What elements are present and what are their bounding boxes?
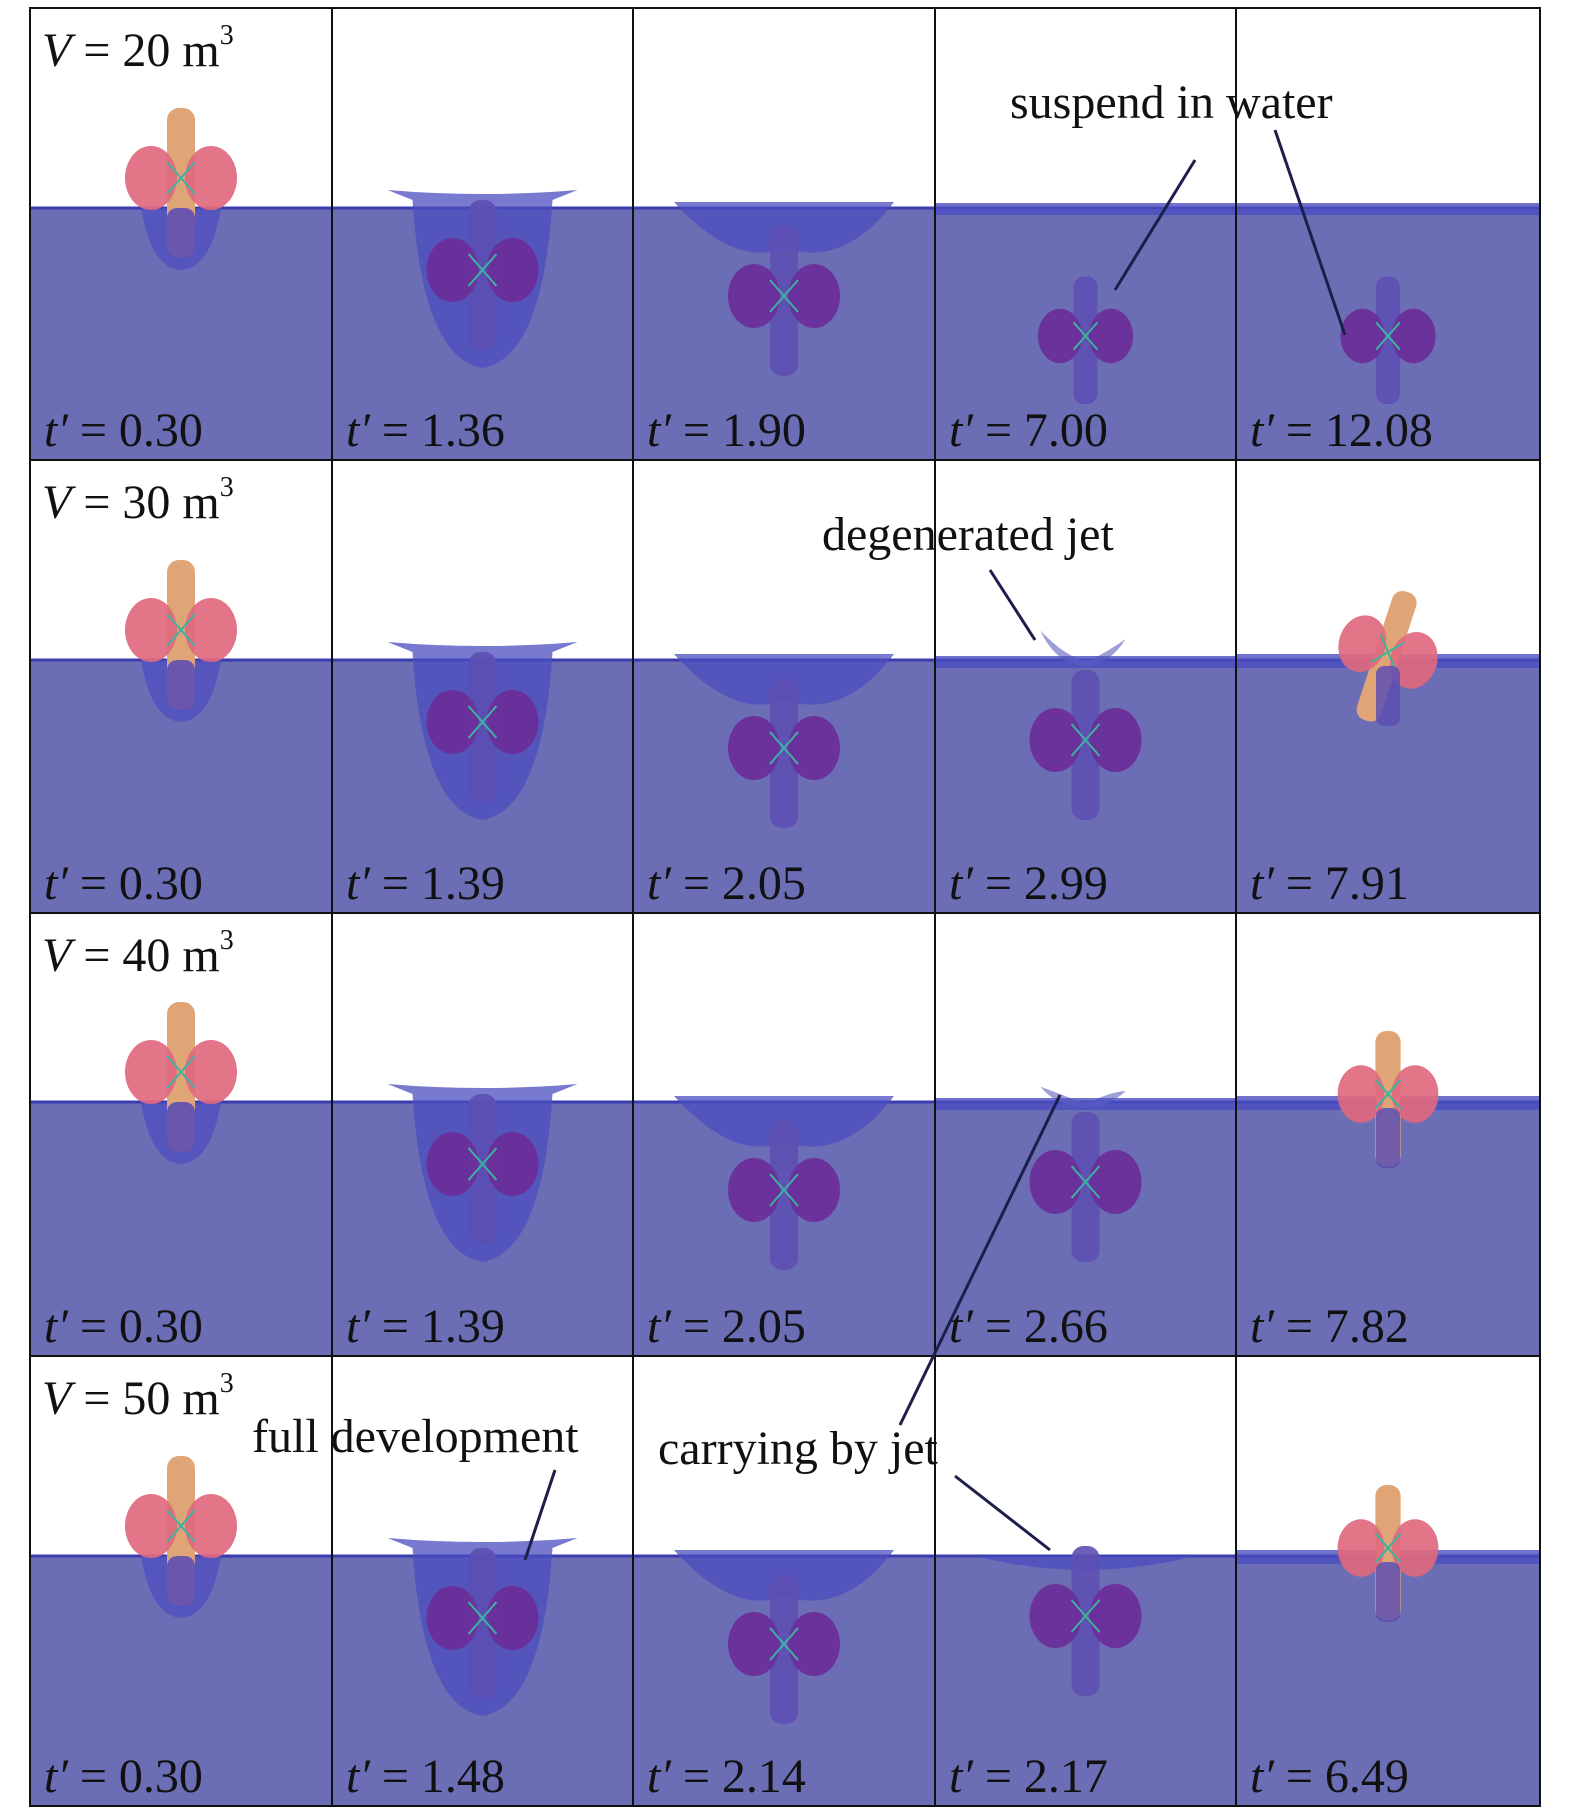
time-label: t′ = 0.30 [44, 404, 203, 457]
time-label: t′ = 6.49 [1250, 1750, 1409, 1803]
callout-line [954, 1474, 1051, 1552]
time-label: t′ = 1.36 [346, 404, 505, 457]
time-label: t′ = 2.14 [647, 1750, 806, 1803]
time-symbol: t′ [647, 1300, 672, 1353]
time-label: t′ = 0.30 [44, 1300, 203, 1353]
time-symbol: t′ [949, 404, 974, 457]
time-label: t′ = 7.82 [1250, 1300, 1409, 1353]
time-symbol: t′ [647, 857, 672, 910]
frame-r4-c3 [632, 1355, 936, 1807]
time-value: = 7.00 [973, 404, 1108, 457]
time-label: t′ = 1.48 [346, 1750, 505, 1803]
time-label: t′ = 1.39 [346, 1300, 505, 1353]
frame-r3-c4 [934, 912, 1237, 1357]
time-label: t′ = 1.90 [647, 404, 806, 457]
annotation-label: degenerated jet [822, 508, 1114, 561]
frame-r1-c1 [29, 7, 333, 461]
time-label: t′ = 7.00 [949, 404, 1108, 457]
time-label: t′ = 12.08 [1250, 404, 1433, 457]
frame-r3-c1 [29, 912, 333, 1357]
callout-line [1113, 159, 1197, 291]
time-symbol: t′ [44, 857, 69, 910]
time-symbol: t′ [1250, 1300, 1275, 1353]
time-value: = 2.14 [671, 1750, 806, 1803]
annotation-label: carrying by jet [658, 1422, 939, 1475]
time-label: t′ = 7.91 [1250, 857, 1409, 910]
frame-r2-c5 [1235, 459, 1541, 914]
time-label: t′ = 2.05 [647, 857, 806, 910]
time-symbol: t′ [346, 404, 371, 457]
time-symbol: t′ [1250, 1750, 1275, 1803]
callout-line [523, 1469, 557, 1561]
time-symbol: t′ [949, 1300, 974, 1353]
frame-r4-c1 [29, 1355, 333, 1807]
callout-line [1273, 129, 1347, 336]
time-value: = 2.66 [973, 1300, 1108, 1353]
callout-line [898, 1094, 1062, 1426]
time-value: = 1.90 [671, 404, 806, 457]
time-label: t′ = 0.30 [44, 1750, 203, 1803]
volume-label: V = 30 m3 [42, 472, 234, 529]
time-symbol: t′ [949, 1750, 974, 1803]
time-symbol: t′ [44, 404, 69, 457]
time-value: = 1.39 [370, 857, 505, 910]
frame-r2-c1 [29, 459, 333, 914]
annotation-label: full development [252, 1410, 579, 1463]
frame-r1-c5 [1235, 7, 1541, 461]
frame-r2-c4 [934, 459, 1237, 914]
time-symbol: t′ [1250, 404, 1275, 457]
time-value: = 7.91 [1274, 857, 1409, 910]
time-symbol: t′ [346, 1750, 371, 1803]
volume-label: V = 40 m3 [42, 925, 234, 982]
time-value: = 0.30 [68, 1750, 203, 1803]
frame-r1-c3 [632, 7, 936, 461]
time-symbol: t′ [1250, 857, 1275, 910]
frame-r1-c4 [934, 7, 1237, 461]
time-value: = 12.08 [1274, 404, 1433, 457]
time-symbol: t′ [647, 404, 672, 457]
frame-r2-c3 [632, 459, 936, 914]
volume-label: V = 50 m3 [42, 1368, 234, 1425]
time-value: = 1.39 [370, 1300, 505, 1353]
frame-r4-c4 [934, 1355, 1237, 1807]
time-value: = 0.30 [68, 404, 203, 457]
frame-r3-c5 [1235, 912, 1541, 1357]
frame-r1-c2 [331, 7, 634, 461]
time-label: t′ = 0.30 [44, 857, 203, 910]
time-value: = 0.30 [68, 1300, 203, 1353]
time-value: = 2.99 [973, 857, 1108, 910]
frame-r4-c5 [1235, 1355, 1541, 1807]
frame-r4-c2 [331, 1355, 634, 1807]
callout-line [988, 569, 1037, 641]
time-label: t′ = 2.99 [949, 857, 1108, 910]
time-value: = 2.05 [671, 857, 806, 910]
annotation-label: suspend in water [1010, 76, 1333, 129]
time-label: t′ = 2.05 [647, 1300, 806, 1353]
time-symbol: t′ [346, 857, 371, 910]
time-symbol: t′ [647, 1750, 672, 1803]
time-label: t′ = 2.66 [949, 1300, 1108, 1353]
time-value: = 6.49 [1274, 1750, 1409, 1803]
time-symbol: t′ [346, 1300, 371, 1353]
frame-r3-c2 [331, 912, 634, 1357]
time-value: = 1.36 [370, 404, 505, 457]
time-symbol: t′ [44, 1300, 69, 1353]
frame-r2-c2 [331, 459, 634, 914]
time-value: = 2.17 [973, 1750, 1108, 1803]
frame-r3-c3 [632, 912, 936, 1357]
time-label: t′ = 2.17 [949, 1750, 1108, 1803]
volume-label: V = 20 m3 [42, 20, 234, 77]
time-value: = 1.48 [370, 1750, 505, 1803]
time-symbol: t′ [949, 857, 974, 910]
time-label: t′ = 1.39 [346, 857, 505, 910]
time-symbol: t′ [44, 1750, 69, 1803]
time-value: = 2.05 [671, 1300, 806, 1353]
time-value: = 7.82 [1274, 1300, 1409, 1353]
time-value: = 0.30 [68, 857, 203, 910]
